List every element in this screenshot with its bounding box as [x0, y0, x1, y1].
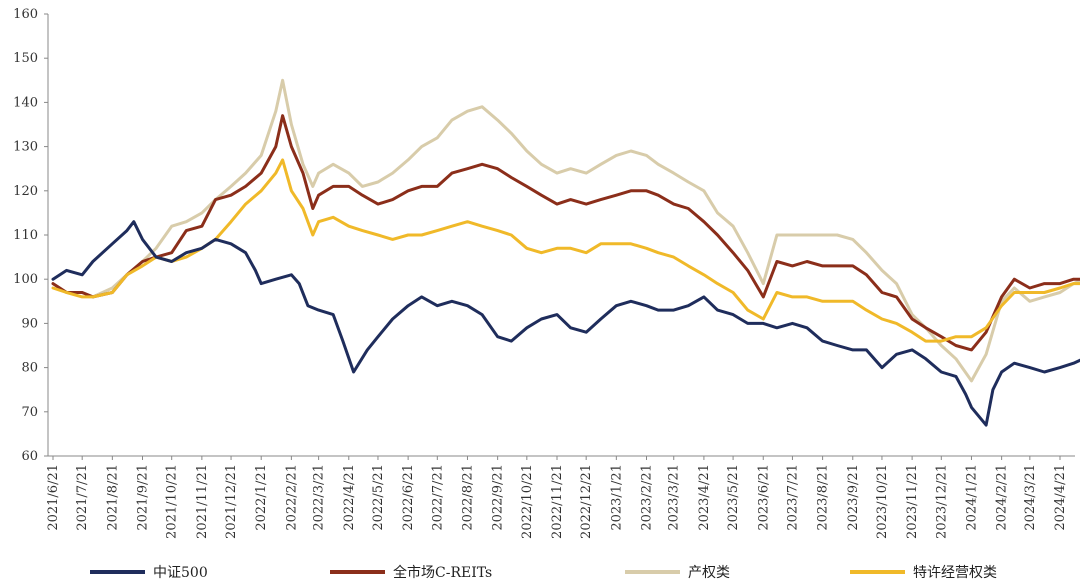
- y-tick-label: 140: [13, 95, 38, 110]
- x-tick-label: 2022/5/21: [371, 464, 386, 531]
- y-tick-label: 110: [13, 228, 38, 243]
- x-tick-label: 2021/7/21: [75, 464, 90, 531]
- x-tick-label: 2023/8/21: [816, 464, 831, 531]
- y-tick-label: 100: [13, 272, 38, 287]
- x-tick-label: 2023/6/21: [756, 464, 771, 531]
- y-tick-label: 150: [13, 51, 38, 66]
- x-tick-label: 2022/9/21: [491, 464, 506, 531]
- legend-label-2: 产权类: [688, 565, 730, 581]
- legend-label-3: 特许经营权类: [913, 565, 997, 581]
- x-tick-label: 2021/11/21: [195, 464, 210, 539]
- x-tick-label: 2024/2/21: [995, 464, 1010, 531]
- y-tick-label: 160: [13, 7, 38, 22]
- x-tick-label: 2022/2/21: [284, 464, 299, 531]
- x-tick-label: 2023/12/21: [934, 464, 949, 539]
- x-tick-label: 2023/2/21: [639, 464, 654, 531]
- x-tick-label: 2022/11/21: [550, 464, 565, 539]
- x-tick-label: 2022/12/21: [579, 464, 594, 539]
- y-tick-label: 120: [13, 184, 38, 199]
- x-tick-label: 2023/1/21: [609, 464, 624, 531]
- y-tick-label: 70: [21, 405, 38, 420]
- series-line-1: [51, 114, 1080, 352]
- series-lines: [51, 78, 1080, 427]
- x-tick-label: 2023/3/21: [667, 464, 682, 531]
- x-tick-label: 2023/11/21: [905, 464, 920, 539]
- y-tick-label: 80: [21, 361, 38, 376]
- x-tick-label: 2021/6/21: [46, 464, 61, 531]
- x-tick-label: 2024/3/21: [1023, 464, 1038, 531]
- y-tick-label: 90: [21, 316, 38, 331]
- x-tick-label: 2023/7/21: [785, 464, 800, 531]
- x-tick-label: 2023/5/21: [726, 464, 741, 531]
- series-line-2: [51, 78, 1080, 383]
- x-tick-label: 2021/12/21: [224, 464, 239, 539]
- x-tick-label: 2022/1/21: [254, 464, 269, 531]
- x-tick-label: 2021/8/21: [105, 464, 120, 531]
- x-tick-label: 2022/6/21: [401, 464, 416, 531]
- legend-label-0: 中证500: [153, 565, 208, 581]
- y-tick-label: 60: [21, 449, 38, 464]
- series-line-3: [51, 158, 1080, 343]
- x-tick-label: 2022/10/21: [520, 464, 535, 539]
- x-tick-label: 2022/8/21: [460, 464, 475, 531]
- x-tick-label: 2023/9/21: [846, 464, 861, 531]
- axes: 60 70 80 90 100 110 120 130 140 150 160 2021/6/21 20…: [13, 7, 1075, 539]
- x-tick-label: 2022/7/21: [430, 464, 445, 531]
- x-tick-label: 2022/3/21: [312, 464, 327, 531]
- legend: 中证500 全市场C-REITs 产权类 特许经营权类: [90, 564, 997, 581]
- x-tick-label: 2023/4/21: [697, 464, 712, 531]
- x-tick-label: 2024/1/21: [964, 464, 979, 531]
- x-tick-label: 2022/4/21: [342, 464, 357, 531]
- x-tick-label: 2021/10/21: [165, 464, 180, 539]
- y-tick-label: 130: [13, 140, 38, 155]
- x-tick-label: 2021/9/21: [136, 464, 151, 531]
- legend-label-1: 全市场C-REITs: [393, 564, 492, 581]
- x-tick-label: 2024/4/21: [1053, 464, 1068, 531]
- series-line-0: [51, 220, 1080, 427]
- x-tick-label: 2023/10/21: [875, 464, 890, 539]
